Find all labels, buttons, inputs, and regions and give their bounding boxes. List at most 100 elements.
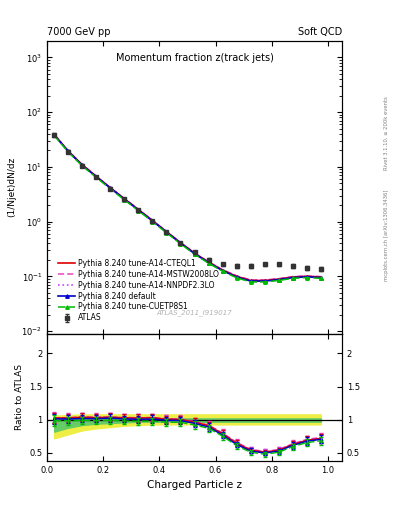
Pythia 8.240 tune-A14-CTEQL1: [305, 273, 309, 280]
Pythia 8.240 tune-CUETP8S1: [305, 274, 309, 281]
X-axis label: Charged Particle z: Charged Particle z: [147, 480, 242, 490]
Y-axis label: Ratio to ATLAS: Ratio to ATLAS: [15, 364, 24, 430]
Pythia 8.240 tune-A14-MSTW2008LO: [150, 217, 155, 223]
Pythia 8.240 default: [276, 276, 281, 283]
Pythia 8.240 default: [290, 274, 295, 281]
Pythia 8.240 tune-CUETP8S1: [150, 219, 155, 225]
Pythia 8.240 tune-A14-NNPDF2.3LO: [234, 273, 239, 279]
Pythia 8.240 tune-A14-NNPDF2.3LO: [263, 277, 267, 283]
Pythia 8.240 tune-A14-NNPDF2.3LO: [80, 162, 84, 168]
Pythia 8.240 tune-A14-CTEQL1: [206, 259, 211, 265]
Text: Momentum fraction z(track jets): Momentum fraction z(track jets): [116, 53, 274, 62]
Pythia 8.240 tune-A14-NNPDF2.3LO: [290, 274, 295, 280]
Pythia 8.240 default: [206, 260, 211, 266]
Pythia 8.240 default: [66, 148, 71, 155]
Pythia 8.240 tune-A14-CTEQL1: [248, 278, 253, 284]
Pythia 8.240 tune-CUETP8S1: [248, 279, 253, 285]
Pythia 8.240 default: [150, 218, 155, 224]
Pythia 8.240 tune-CUETP8S1: [318, 275, 323, 282]
Pythia 8.240 tune-A14-CTEQL1: [164, 228, 169, 234]
Pythia 8.240 tune-A14-CTEQL1: [318, 274, 323, 280]
Pythia 8.240 tune-A14-CTEQL1: [94, 174, 99, 180]
Pythia 8.240 tune-A14-MSTW2008LO: [108, 185, 113, 191]
Pythia 8.240 tune-A14-CTEQL1: [150, 218, 155, 224]
Pythia 8.240 tune-A14-MSTW2008LO: [192, 250, 197, 256]
Pythia 8.240 tune-CUETP8S1: [290, 275, 295, 282]
Pythia 8.240 tune-CUETP8S1: [276, 278, 281, 284]
Pythia 8.240 tune-A14-MSTW2008LO: [305, 273, 309, 279]
Pythia 8.240 tune-A14-NNPDF2.3LO: [192, 250, 197, 256]
Pythia 8.240 default: [248, 278, 253, 284]
Pythia 8.240 tune-A14-NNPDF2.3LO: [178, 240, 183, 246]
Pythia 8.240 tune-A14-CTEQL1: [276, 276, 281, 282]
Pythia 8.240 tune-CUETP8S1: [234, 275, 239, 281]
Pythia 8.240 tune-A14-NNPDF2.3LO: [248, 277, 253, 283]
Pythia 8.240 tune-A14-NNPDF2.3LO: [122, 196, 127, 202]
Pythia 8.240 tune-A14-MSTW2008LO: [94, 173, 99, 179]
Pythia 8.240 tune-A14-MSTW2008LO: [52, 132, 57, 138]
Pythia 8.240 default: [80, 162, 84, 168]
Pythia 8.240 tune-A14-MSTW2008LO: [220, 267, 225, 273]
Pythia 8.240 default: [234, 274, 239, 280]
Pythia 8.240 tune-A14-CTEQL1: [263, 278, 267, 284]
Pythia 8.240 tune-A14-MSTW2008LO: [248, 277, 253, 283]
Pythia 8.240 tune-A14-NNPDF2.3LO: [164, 228, 169, 234]
Pythia 8.240 tune-CUETP8S1: [66, 149, 71, 155]
Pythia 8.240 tune-CUETP8S1: [136, 207, 141, 214]
Pythia 8.240 tune-CUETP8S1: [122, 197, 127, 203]
Pythia 8.240 default: [318, 274, 323, 281]
Pythia 8.240 tune-CUETP8S1: [108, 186, 113, 192]
Pythia 8.240 tune-A14-MSTW2008LO: [178, 240, 183, 246]
Pythia 8.240 tune-CUETP8S1: [164, 230, 169, 236]
Pythia 8.240 default: [94, 174, 99, 180]
Text: 7000 GeV pp: 7000 GeV pp: [47, 27, 111, 36]
Pythia 8.240 tune-A14-CTEQL1: [66, 148, 71, 154]
Pythia 8.240 tune-A14-NNPDF2.3LO: [305, 273, 309, 279]
Pythia 8.240 tune-A14-MSTW2008LO: [80, 162, 84, 168]
Pythia 8.240 tune-CUETP8S1: [94, 175, 99, 181]
Pythia 8.240 tune-A14-CTEQL1: [290, 274, 295, 280]
Line: Pythia 8.240 tune-A14-CTEQL1: Pythia 8.240 tune-A14-CTEQL1: [54, 135, 321, 281]
Pythia 8.240 tune-A14-CTEQL1: [192, 250, 197, 256]
Pythia 8.240 tune-A14-NNPDF2.3LO: [136, 206, 141, 212]
Pythia 8.240 tune-A14-CTEQL1: [220, 267, 225, 273]
Pythia 8.240 tune-A14-NNPDF2.3LO: [52, 132, 57, 138]
Pythia 8.240 default: [305, 274, 309, 280]
Text: ATLAS_2011_I919017: ATLAS_2011_I919017: [157, 309, 232, 316]
Pythia 8.240 tune-A14-CTEQL1: [52, 132, 57, 138]
Pythia 8.240 tune-A14-MSTW2008LO: [234, 273, 239, 279]
Pythia 8.240 tune-CUETP8S1: [220, 268, 225, 274]
Text: Rivet 3.1.10, ≥ 200k events: Rivet 3.1.10, ≥ 200k events: [384, 96, 389, 170]
Line: Pythia 8.240 tune-A14-NNPDF2.3LO: Pythia 8.240 tune-A14-NNPDF2.3LO: [54, 135, 321, 280]
Text: mcplots.cern.ch [arXiv:1306.3436]: mcplots.cern.ch [arXiv:1306.3436]: [384, 190, 389, 281]
Pythia 8.240 tune-A14-NNPDF2.3LO: [94, 173, 99, 179]
Pythia 8.240 tune-A14-NNPDF2.3LO: [276, 276, 281, 282]
Pythia 8.240 tune-A14-NNPDF2.3LO: [220, 267, 225, 273]
Pythia 8.240 tune-A14-CTEQL1: [80, 162, 84, 168]
Pythia 8.240 default: [263, 278, 267, 284]
Pythia 8.240 tune-A14-CTEQL1: [178, 240, 183, 246]
Pythia 8.240 default: [192, 250, 197, 257]
Pythia 8.240 tune-A14-MSTW2008LO: [263, 277, 267, 283]
Pythia 8.240 tune-A14-NNPDF2.3LO: [206, 259, 211, 265]
Pythia 8.240 tune-A14-NNPDF2.3LO: [108, 185, 113, 191]
Pythia 8.240 tune-A14-MSTW2008LO: [318, 273, 323, 280]
Pythia 8.240 tune-A14-MSTW2008LO: [66, 148, 71, 154]
Legend: Pythia 8.240 tune-A14-CTEQL1, Pythia 8.240 tune-A14-MSTW2008LO, Pythia 8.240 tun: Pythia 8.240 tune-A14-CTEQL1, Pythia 8.2…: [57, 258, 220, 324]
Pythia 8.240 tune-A14-NNPDF2.3LO: [150, 217, 155, 223]
Pythia 8.240 tune-A14-NNPDF2.3LO: [66, 148, 71, 154]
Pythia 8.240 tune-A14-MSTW2008LO: [122, 196, 127, 202]
Pythia 8.240 tune-A14-CTEQL1: [136, 206, 141, 212]
Pythia 8.240 default: [136, 207, 141, 213]
Text: Soft QCD: Soft QCD: [298, 27, 342, 36]
Line: Pythia 8.240 tune-CUETP8S1: Pythia 8.240 tune-CUETP8S1: [52, 134, 323, 284]
Pythia 8.240 tune-A14-MSTW2008LO: [290, 273, 295, 280]
Pythia 8.240 tune-CUETP8S1: [263, 279, 267, 285]
Line: Pythia 8.240 default: Pythia 8.240 default: [52, 133, 323, 283]
Pythia 8.240 tune-CUETP8S1: [192, 251, 197, 258]
Pythia 8.240 tune-A14-CTEQL1: [234, 273, 239, 280]
Pythia 8.240 default: [178, 240, 183, 246]
Pythia 8.240 tune-A14-MSTW2008LO: [276, 275, 281, 282]
Pythia 8.240 tune-A14-MSTW2008LO: [136, 206, 141, 212]
Pythia 8.240 tune-CUETP8S1: [80, 163, 84, 169]
